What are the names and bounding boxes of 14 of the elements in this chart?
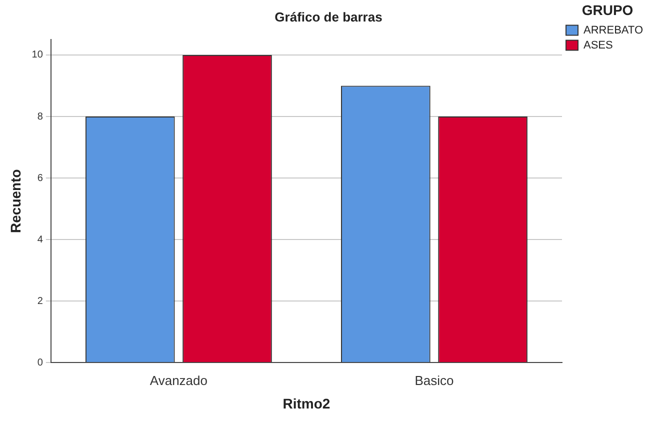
y-tick-label: 8 bbox=[37, 111, 44, 122]
legend-title: GRUPO bbox=[582, 2, 634, 18]
y-tick-label: 6 bbox=[37, 172, 44, 184]
x-axis-title: Ritmo2 bbox=[282, 395, 330, 412]
y-tick-label: 0 bbox=[37, 357, 44, 368]
chart-title: Gráfico de barras bbox=[274, 9, 382, 24]
x-tick-label: Avanzado bbox=[150, 372, 208, 388]
y-tick-label: 4 bbox=[37, 234, 44, 246]
legend-label: ASES bbox=[584, 39, 613, 52]
y-tick-label: 2 bbox=[37, 296, 44, 307]
legend-label: ARREBATO bbox=[584, 24, 644, 36]
x-tick-label: Basico bbox=[414, 372, 454, 388]
y-axis-title: Recuento bbox=[7, 169, 24, 233]
y-tick-label: 10 bbox=[32, 50, 44, 61]
